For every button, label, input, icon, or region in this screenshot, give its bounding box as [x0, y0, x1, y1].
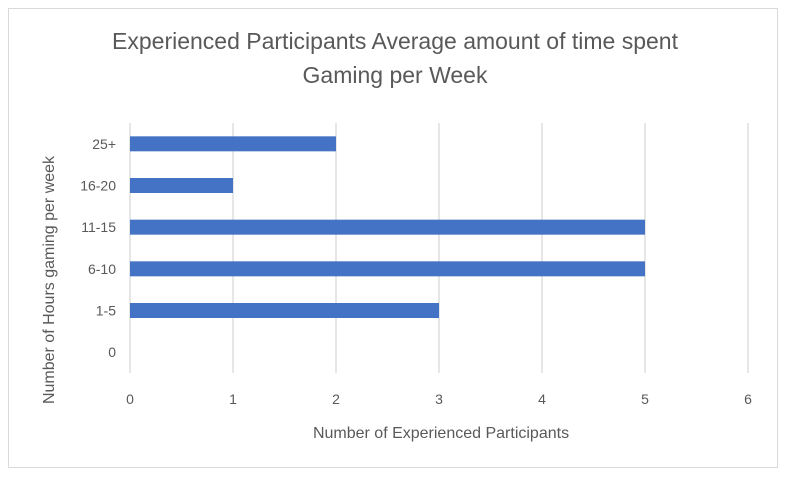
x-tick-labels: 0 1 2 3 4 5 6	[126, 391, 752, 407]
y-tick-label: 1-5	[96, 303, 116, 319]
x-tick-label: 2	[332, 391, 340, 407]
x-tick-label: 5	[641, 391, 649, 407]
y-tick-label: 6-10	[88, 261, 116, 277]
bar-16-20	[130, 178, 233, 193]
x-tick-label: 4	[538, 391, 546, 407]
x-tick-label: 1	[229, 391, 237, 407]
chart-frame	[8, 8, 778, 468]
bar-6-10	[130, 261, 645, 277]
gridlines	[129, 123, 749, 373]
bar-11-15	[130, 219, 645, 235]
bar-25+	[130, 136, 336, 152]
y-tick-label: 25+	[92, 136, 116, 152]
x-tick-label: 0	[126, 391, 134, 407]
y-tick-label: 11-15	[81, 219, 116, 235]
y-tick-label: 0	[108, 344, 116, 360]
x-axis-title: Number of Experienced Participants	[313, 425, 569, 442]
chart-title: Experienced Participants Average amount …	[112, 28, 678, 88]
y-tick-label: 16-20	[80, 178, 116, 194]
bars	[130, 136, 645, 318]
x-tick-label: 3	[435, 391, 443, 407]
y-tick-labels: 0 1-5 6-10 11-15 16-20 25+	[80, 136, 116, 360]
x-tick-label: 6	[744, 391, 752, 407]
bar-1-5	[130, 303, 439, 318]
y-axis-title: Number of Hours gaming per week	[41, 155, 58, 404]
